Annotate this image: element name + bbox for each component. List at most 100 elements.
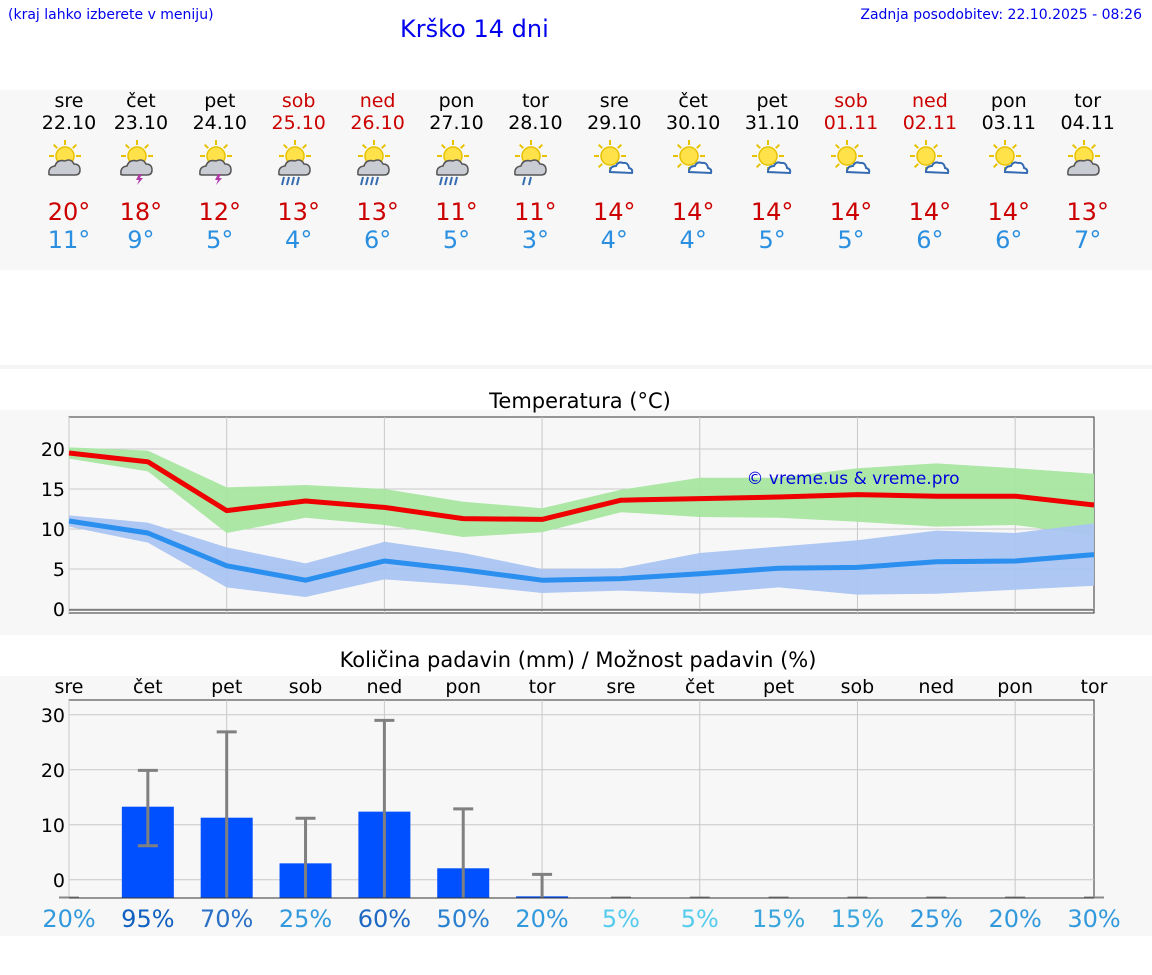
max-temperature: 14° <box>750 198 794 226</box>
day-column: sre 29.10 14° 4° <box>574 90 654 254</box>
min-temperature: 6° <box>995 226 1023 254</box>
min-temperature: 3° <box>521 226 550 254</box>
max-temperature: 13° <box>1066 198 1109 226</box>
x-tick-label: tor <box>1081 676 1108 698</box>
y-tick-label: 20 <box>41 439 65 461</box>
y-tick-label: 0 <box>53 599 65 621</box>
max-temperature: 13° <box>277 198 320 226</box>
day-name: ned <box>911 90 948 112</box>
day-name: ned <box>359 90 396 112</box>
day-column: pet 31.10 14° 5° <box>732 90 812 254</box>
min-temperature: 4° <box>285 226 313 254</box>
day-date: 02.11 <box>902 112 958 134</box>
max-temperature: 14° <box>987 198 1031 226</box>
day-column: sre 22.10 20° 11° <box>29 90 109 254</box>
day-name: čet <box>678 90 708 112</box>
day-column: čet 30.10 14° 4° <box>653 90 733 254</box>
precipitation-probability: 25% <box>279 905 332 933</box>
sun-small-cloud-icon <box>574 140 654 190</box>
day-column: ned 02.11 14° 6° <box>890 90 970 254</box>
day-name: pon <box>438 90 475 112</box>
day-name: tor <box>521 90 549 112</box>
day-name: pet <box>204 90 236 112</box>
y-tick-label: 10 <box>41 519 65 541</box>
max-temperature: 14° <box>829 198 873 226</box>
divider <box>0 365 1152 369</box>
max-temperature: 11° <box>514 198 557 226</box>
precipitation-probability: 5% <box>602 905 640 933</box>
sun-thunderstorm-icon <box>180 140 260 190</box>
day-column: sob 25.10 13° 4° <box>259 90 339 254</box>
precipitation-probability: 60% <box>358 905 411 933</box>
min-temperature: 5° <box>442 226 471 254</box>
min-temperature: 7° <box>1074 226 1102 254</box>
x-tick-label: ned <box>918 676 954 698</box>
min-temperature: 11° <box>47 226 91 254</box>
y-tick-label: 30 <box>41 705 65 727</box>
precipitation-probability: 20% <box>515 905 568 933</box>
sun-small-cloud-icon <box>732 140 812 190</box>
min-temperature: 4° <box>600 226 628 254</box>
x-tick-label: pet <box>211 676 242 698</box>
day-column: pet 24.10 12° 5° <box>180 90 260 254</box>
day-name: sob <box>834 90 868 112</box>
watermark: © vreme.us & vreme.pro <box>746 469 959 489</box>
day-date: 03.11 <box>981 112 1036 134</box>
day-date: 29.10 <box>587 112 642 134</box>
day-date: 23.10 <box>113 112 169 134</box>
precipitation-probability: 95% <box>121 905 174 933</box>
day-column: sob 01.11 14° 5° <box>811 90 891 254</box>
max-temperature: 11° <box>435 198 478 226</box>
y-tick-label: 5 <box>53 559 65 581</box>
max-temperature: 20° <box>47 198 91 226</box>
x-tick-label: čet <box>133 676 163 698</box>
min-temperature: 4° <box>679 226 707 254</box>
day-date: 04.11 <box>1060 112 1115 134</box>
min-temperature: 5° <box>758 226 786 254</box>
temperature-chart: Temperatura (°C) 0 5 10 15 20 © vreme.us & vre… <box>41 389 1095 621</box>
precipitation-chart: Količina padavin (mm) / Možnost padavin … <box>41 648 1121 933</box>
sun-thunderstorm-icon <box>101 140 181 190</box>
day-column: čet 23.10 18° 9° <box>101 90 181 254</box>
x-tick-label: pon <box>997 676 1033 698</box>
precipitation-probability: 30% <box>1067 905 1120 933</box>
day-date: 27.10 <box>429 112 484 134</box>
menu-hint[interactable]: (kraj lahko izberete v meniju) <box>8 7 214 23</box>
day-column: tor 28.10 11° 3° <box>495 90 575 254</box>
x-tick-label: čet <box>685 676 715 698</box>
x-tick-label: ned <box>366 676 402 698</box>
precipitation-probability: 5% <box>681 905 719 933</box>
sun-heavy-rain-icon <box>417 140 497 190</box>
y-tick-label: 20 <box>41 760 65 782</box>
x-tick-label: sob <box>841 676 875 698</box>
min-temperature: 5° <box>837 226 865 254</box>
day-date: 01.11 <box>823 112 879 134</box>
day-column: pon 27.10 11° 5° <box>417 90 497 254</box>
x-tick-label: sre <box>606 676 635 698</box>
x-tick-label: sob <box>289 676 323 698</box>
page-title: Krško 14 dni <box>400 15 549 43</box>
max-temperature: 12° <box>198 198 242 226</box>
day-column: pon 03.11 14° 6° <box>969 90 1049 254</box>
max-temperature: 14° <box>908 198 952 226</box>
day-date: 26.10 <box>350 112 405 134</box>
day-date: 28.10 <box>508 112 563 134</box>
sun-cloud-icon <box>29 140 109 190</box>
max-range-band <box>69 447 1094 537</box>
precipitation-probability: 25% <box>910 905 963 933</box>
sun-small-cloud-icon <box>653 140 733 190</box>
day-column: tor 04.11 13° 7° <box>1048 90 1128 254</box>
last-update: Zadnja posodobitev: 22.10.2025 - 08:26 <box>860 7 1142 23</box>
chart-title: Temperatura (°C) <box>488 389 671 413</box>
sun-small-cloud-icon <box>969 140 1049 190</box>
precipitation-probability: 50% <box>437 905 490 933</box>
chart-title: Količina padavin (mm) / Možnost padavin … <box>340 648 817 672</box>
sun-cloud-icon <box>1048 140 1128 190</box>
day-name: čet <box>126 90 156 112</box>
day-date: 24.10 <box>192 112 247 134</box>
day-name: sob <box>281 90 316 112</box>
day-name: pon <box>990 90 1027 112</box>
min-temperature: 6° <box>916 226 944 254</box>
sun-heavy-rain-icon <box>338 140 418 190</box>
day-date: 25.10 <box>271 112 326 134</box>
